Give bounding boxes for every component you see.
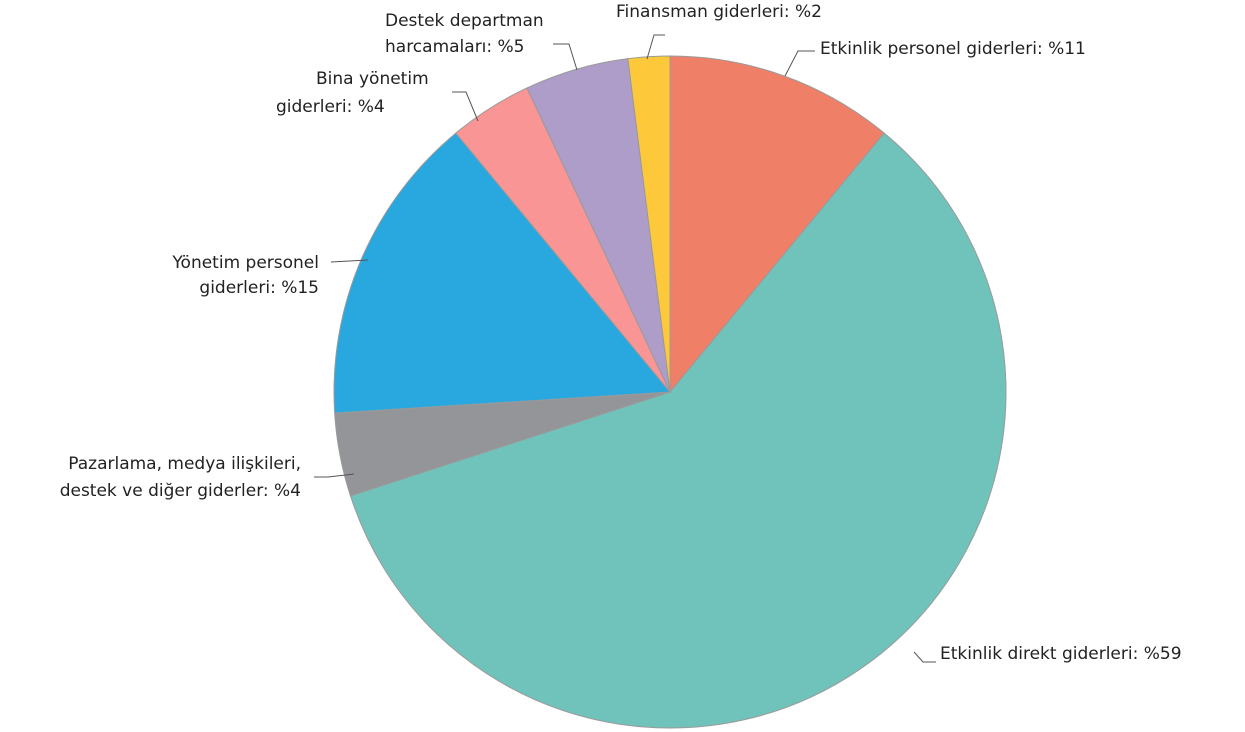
slice-label-5-line-0: Destek departman — [385, 11, 544, 31]
slice-label-5-line-1: harcamaları: %5 — [385, 37, 525, 57]
slice-label-1-line-0: Etkinlik direkt giderleri: %59 — [940, 644, 1182, 664]
slice-label-2-line-0: Pazarlama, medya ilişkileri, — [68, 454, 301, 474]
leader-line-6 — [646, 34, 665, 60]
leader-line-3 — [330, 259, 369, 263]
pie-slices — [333, 55, 1007, 729]
slice-label-2-line-1: destek ve diğer giderler: %4 — [60, 481, 301, 501]
leader-line-0 — [784, 50, 815, 77]
slice-label-4-line-0: Bina yönetim — [316, 69, 429, 89]
pie-slice-3 — [333, 132, 672, 414]
slice-labels: Etkinlik personel giderleri: %11 Etkinlik… — [60, 2, 1182, 664]
slice-label-3-line-1: giderleri: %15 — [199, 278, 319, 298]
pie-slice-6 — [627, 55, 671, 393]
slice-label-6-line-0: Finansman giderleri: %2 — [616, 2, 822, 22]
leader-line-5 — [553, 43, 578, 71]
slice-label-0-line-0: Etkinlik personel giderleri: %11 — [820, 39, 1086, 59]
leader-line-2 — [314, 473, 355, 478]
leader-line-1 — [913, 651, 936, 663]
pie-slice-0 — [669, 55, 885, 394]
leader-line-4 — [452, 91, 479, 122]
pie-slice-1 — [349, 132, 1007, 729]
leader-lines — [314, 34, 936, 663]
slice-label-3-line-0: Yönetim personel — [171, 253, 319, 273]
slice-label-4-line-1: giderleri: %4 — [276, 97, 385, 117]
